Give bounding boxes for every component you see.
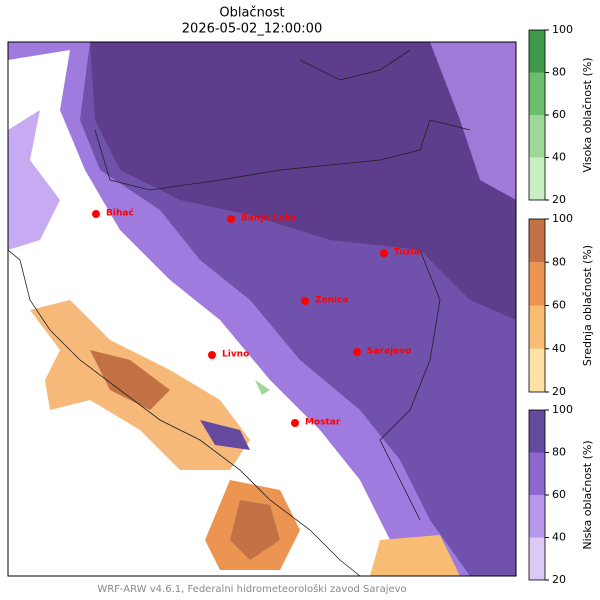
colorbar-tick-label: 40 [552, 531, 566, 544]
colorbar-segment [529, 452, 545, 495]
city-label: Tuzla [394, 248, 420, 258]
colorbar-segment [529, 305, 545, 349]
colorbar-tick-label: 20 [552, 193, 566, 206]
colorbar-segment [529, 30, 545, 73]
colorbar-segment [529, 219, 545, 263]
subtitle: 2026-05-02_12:00:00 [182, 22, 322, 37]
colorbar-segment [529, 72, 545, 115]
colorbar-tick-label: 60 [552, 488, 566, 501]
colorbar-tick-label: 100 [552, 23, 573, 36]
colorbar-segment [529, 157, 545, 200]
colorbar-tick-label: 20 [552, 385, 566, 398]
colorbar-tick-label: 80 [552, 255, 566, 268]
colorbar-segment [529, 537, 545, 580]
map-frame [7, 41, 517, 577]
colorbar-label: Srednja oblačnost (%) [581, 245, 594, 366]
colorbar-tick-label: 60 [552, 108, 566, 121]
city-dot [92, 210, 100, 218]
city-label: Mostar [305, 418, 341, 428]
colorbar-tick-label: 100 [552, 212, 573, 225]
city-dot [227, 215, 235, 223]
city-label: Zenica [315, 296, 349, 306]
colorbar-label: Niska oblačnost (%) [581, 440, 594, 549]
colorbar-segment [529, 348, 545, 392]
colorbar-segment [529, 115, 545, 158]
city-label: Bihać [106, 208, 134, 219]
colorbar-segment [529, 410, 545, 453]
city-label: Livno [222, 350, 249, 360]
city-dot [353, 348, 361, 356]
cities: Bihać Banja Luka Tuzla Zenica Livno Sara… [92, 208, 420, 428]
city-dot [291, 419, 299, 427]
colorbar-tick-label: 40 [552, 151, 566, 164]
colorbar-tick-label: 80 [552, 446, 566, 459]
city-dot [380, 249, 388, 257]
colorbar-tick-label: 100 [552, 403, 573, 416]
city-dot [208, 351, 216, 359]
colorbar-tick-label: 20 [552, 573, 566, 586]
title: Oblačnost [219, 6, 284, 21]
city-label: Banja Luka [241, 214, 297, 224]
colorbar-tick-label: 80 [552, 66, 566, 79]
city-dot [301, 297, 309, 305]
footer: WRF-ARW v4.6.1, Federalni hidrometeorolo… [97, 583, 406, 595]
map [8, 42, 516, 576]
colorbar-segment [529, 495, 545, 538]
colorbar-segment [529, 262, 545, 306]
colorbar-tick-label: 40 [552, 342, 566, 355]
city-label: Sarajevo [367, 347, 411, 357]
colorbar-tick-label: 60 [552, 299, 566, 312]
colorbar-label: Visoka oblačnost (%) [581, 57, 594, 172]
